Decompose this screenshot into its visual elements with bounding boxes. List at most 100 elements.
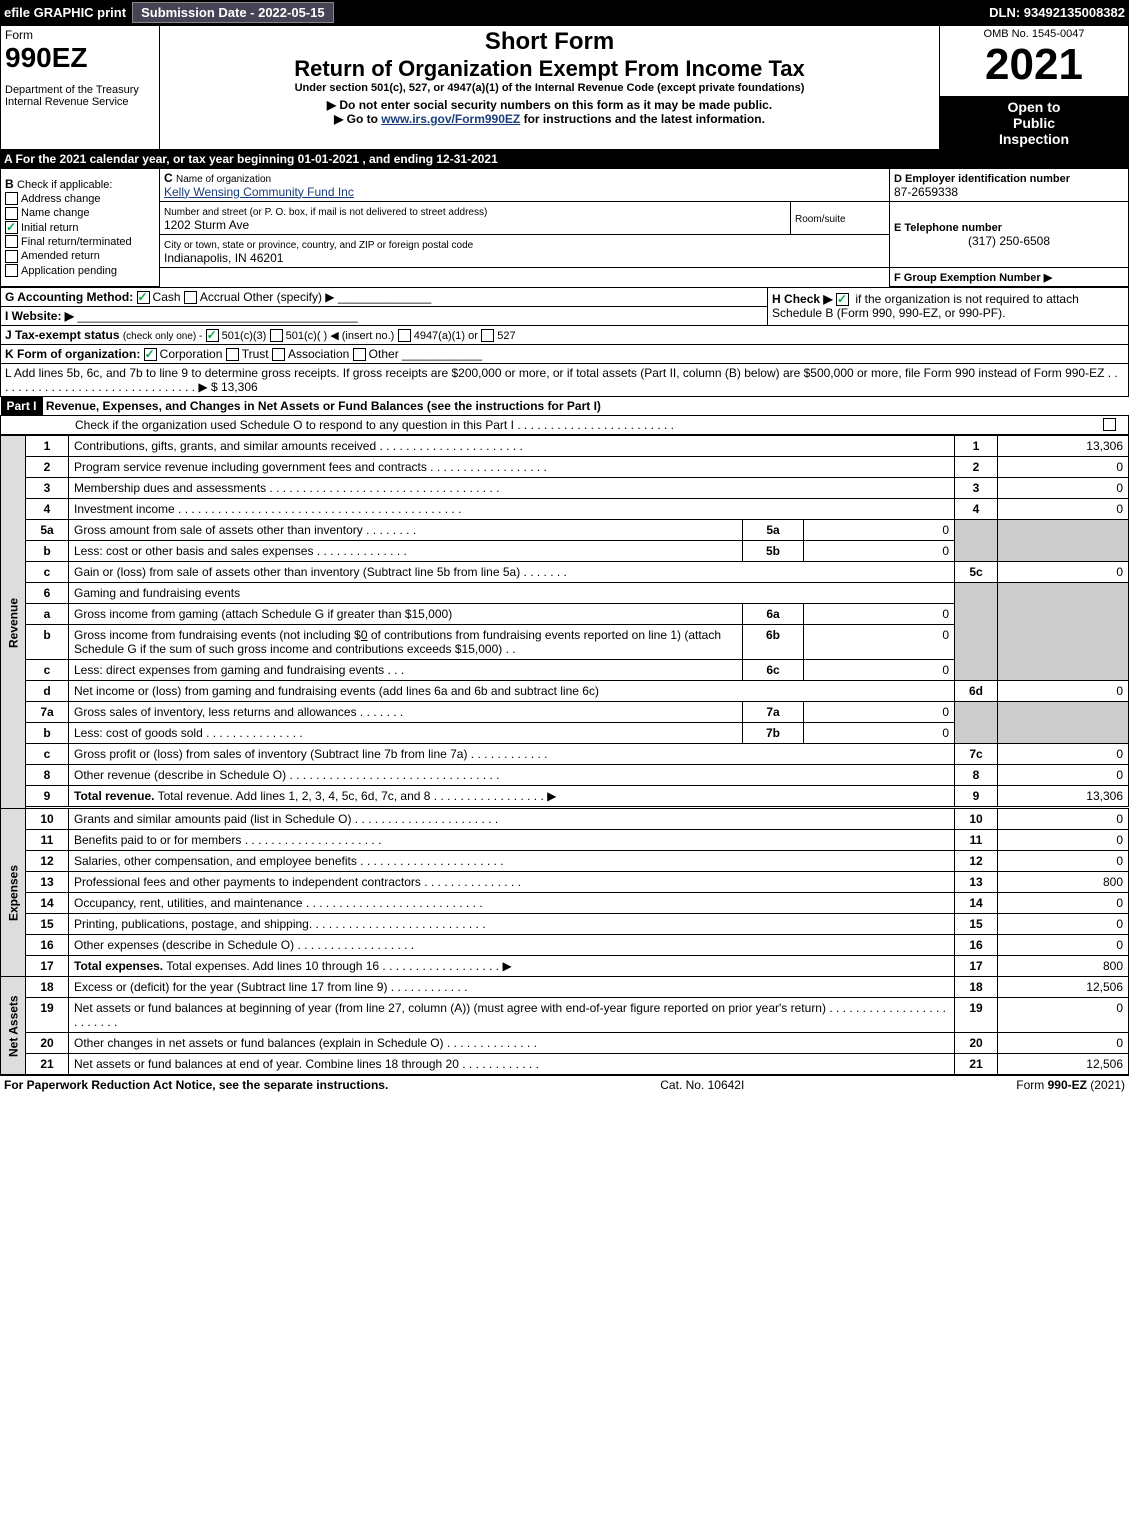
501c-checkbox[interactable] [270,329,283,342]
trust-checkbox[interactable] [226,348,239,361]
line-num-r: 13 [955,872,998,893]
line-num: 14 [26,893,69,914]
shaded-cell [955,520,998,562]
shaded-cell [998,702,1129,744]
efile-label: efile GRAPHIC print [4,5,126,20]
line-num-r: 8 [955,765,998,786]
under-section: Under section 501(c), 527, or 4947(a)(1)… [164,82,935,94]
name-change-checkbox[interactable] [5,207,18,220]
501c3-checkbox[interactable] [206,329,219,342]
line-desc: Less: cost of goods sold . . . . . . . .… [69,723,743,744]
line-num-r: 19 [955,998,998,1033]
line-num-r: 4 [955,499,998,520]
line-value: 0 [998,744,1129,765]
line-num: b [26,625,69,660]
org-info-grid: B Check if applicable: Address change Na… [0,168,1129,287]
submission-date-button[interactable]: Submission Date - 2022-05-15 [132,2,334,23]
4947-checkbox[interactable] [398,329,411,342]
line-desc: Program service revenue including govern… [69,457,955,478]
initial-return-checkbox[interactable] [5,221,18,234]
irs-link[interactable]: www.irs.gov/Form990EZ [381,112,520,126]
line-desc: Other revenue (describe in Schedule O) .… [69,765,955,786]
revenue-tab: Revenue [1,436,26,809]
form-number: 990EZ [5,42,155,74]
line-desc: Gain or (loss) from sale of assets other… [69,562,955,583]
line-desc: Other expenses (describe in Schedule O) … [69,935,955,956]
line-num: 4 [26,499,69,520]
line-desc: Occupancy, rent, utilities, and maintena… [69,893,955,914]
line-num: 2 [26,457,69,478]
line-num: 1 [26,436,69,457]
527-checkbox[interactable] [481,329,494,342]
line-num-r: 14 [955,893,998,914]
line-value: 0 [998,893,1129,914]
line-num: c [26,562,69,583]
cash-checkbox[interactable] [137,291,150,304]
line-desc: Net assets or fund balances at end of ye… [69,1054,955,1075]
line-num: 18 [26,977,69,998]
final-return-checkbox[interactable] [5,235,18,248]
line-value: 0 [998,681,1129,702]
telephone-value: (317) 250-6508 [894,234,1124,248]
application-pending-checkbox[interactable] [5,264,18,277]
line-desc: Contributions, gifts, grants, and simila… [69,436,955,457]
line-num-r: 10 [955,809,998,830]
line-desc: Membership dues and assessments . . . . … [69,478,955,499]
line-num: 10 [26,809,69,830]
line-num: 13 [26,872,69,893]
shaded-cell [955,702,998,744]
section-d-label: D Employer identification number [894,173,1070,185]
schedule-o-checkbox[interactable] [1103,418,1116,431]
schedule-b-checkbox[interactable] [836,293,849,306]
form-label: Form [5,28,155,42]
ghijk-grid: G Accounting Method: Cash Accrual Other … [0,287,1129,398]
shaded-cell [998,520,1129,562]
inner-num: 6b [743,625,804,660]
org-name[interactable]: Kelly Wensing Community Fund Inc [164,185,354,199]
section-i-label: I Website: ▶ [5,309,74,323]
line-num-r: 6d [955,681,998,702]
line-value: 0 [998,851,1129,872]
section-h-text1: H Check ▶ [772,292,833,306]
inner-num: 6c [743,660,804,681]
shaded-cell [955,583,998,681]
line-num: 21 [26,1054,69,1075]
line-desc: Net income or (loss) from gaming and fun… [69,681,955,702]
line-desc: Benefits paid to or for members . . . . … [69,830,955,851]
inner-value: 0 [804,604,955,625]
inner-value: 0 [804,723,955,744]
line-num: c [26,660,69,681]
accrual-checkbox[interactable] [184,291,197,304]
section-k-label: K Form of organization: [5,347,140,361]
other-org-checkbox[interactable] [353,348,366,361]
inner-num: 6a [743,604,804,625]
section-a-row: A For the 2021 calendar year, or tax yea… [0,150,1129,168]
line-value: 0 [998,1033,1129,1054]
form-footer-id: Form 990-EZ (2021) [1016,1078,1125,1092]
net-assets-tab: Net Assets [1,977,26,1075]
addr-label: Number and street (or P. O. box, if mail… [164,207,487,218]
line-desc: Professional fees and other payments to … [69,872,955,893]
name-of-org-label: Name of organization [176,174,271,185]
other-specify: Other (specify) ▶ [243,290,334,304]
dept-irs: Internal Revenue Service [5,96,155,108]
top-bar: efile GRAPHIC print Submission Date - 20… [0,0,1129,25]
amended-return-checkbox[interactable] [5,250,18,263]
line-value: 800 [998,872,1129,893]
line-value: 0 [998,998,1129,1033]
line-num-r: 20 [955,1033,998,1054]
line-17-desc: Total expenses. Total expenses. Add line… [69,956,955,977]
form-header: Form 990EZ Department of the Treasury In… [0,25,1129,150]
part-i-title: Revenue, Expenses, and Changes in Net As… [46,399,601,413]
expenses-tab: Expenses [1,809,26,977]
inner-value: 0 [804,660,955,681]
line-num-r: 5c [955,562,998,583]
short-form-title: Short Form [164,28,935,56]
line-desc: Less: direct expenses from gaming and fu… [69,660,743,681]
corporation-checkbox[interactable] [144,348,157,361]
inner-num: 7a [743,702,804,723]
line-num-r: 3 [955,478,998,499]
line-num: 15 [26,914,69,935]
association-checkbox[interactable] [272,348,285,361]
address-change-checkbox[interactable] [5,192,18,205]
